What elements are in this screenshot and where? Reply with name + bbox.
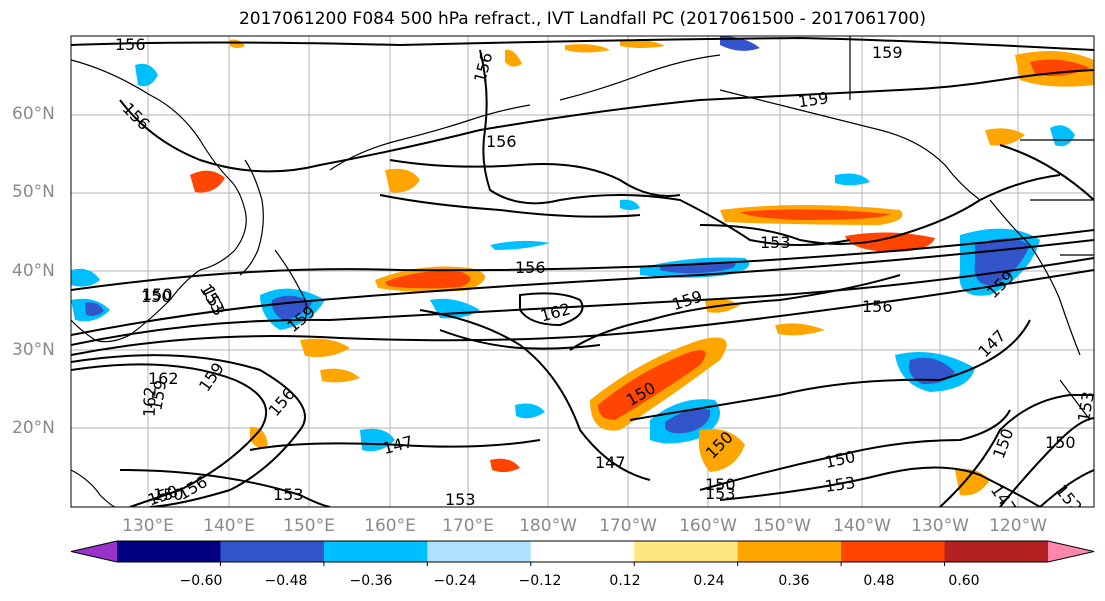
colorbar-swatch: [634, 541, 739, 562]
colorbar-tick-label: −0.60: [179, 573, 223, 589]
contour-label: 150: [989, 426, 1017, 461]
lon-label: 160°E: [364, 516, 416, 536]
contour-label: 152: [1052, 481, 1086, 517]
contour-label: 162: [140, 386, 160, 417]
lat-label: 20°N: [12, 418, 55, 438]
colorbar-tick-label: −0.12: [518, 573, 562, 589]
lon-label: 130°W: [911, 516, 969, 536]
contour-label: 153: [705, 484, 736, 503]
colorbar-tick-label: −0.36: [349, 573, 393, 589]
contour-label: 147: [595, 453, 626, 472]
contour-label: 147: [974, 326, 1009, 361]
colorbar-swatch: [427, 541, 532, 562]
contour-label: 150: [1045, 433, 1076, 452]
lon-label: 160°W: [679, 516, 737, 536]
plot-frame: [70, 35, 1095, 508]
colorbar-extend-high: [1048, 541, 1094, 562]
lat-label: 50°N: [12, 182, 55, 202]
colorbar-tick-label: −0.48: [264, 573, 308, 589]
contour-label: 159: [797, 88, 830, 111]
contour-label: 156: [470, 50, 496, 84]
contour-label: 153: [760, 233, 791, 252]
colorbar-tick-label: 0.60: [948, 573, 980, 589]
lon-label: 170°W: [599, 516, 657, 536]
lon-label: 150°W: [753, 516, 811, 536]
contour-label: 150: [142, 285, 173, 304]
lon-label: 140°E: [203, 516, 255, 536]
contour-label: 156: [862, 297, 893, 316]
colorbar-swatch: [841, 541, 946, 562]
lon-label: 150°E: [283, 516, 335, 536]
contour-label: 156: [515, 258, 546, 277]
colorbar-tick-label: 0.48: [863, 573, 895, 589]
colorbar-swatch: [530, 541, 635, 562]
lat-label: 40°N: [12, 261, 55, 281]
contour-label: 150: [823, 447, 857, 472]
lon-label: 120°W: [989, 516, 1047, 536]
colorbar-swatch: [117, 541, 221, 562]
colorbar-swatch: [323, 541, 428, 562]
contour-label: 153: [824, 473, 857, 496]
lon-label: 170°E: [442, 516, 494, 536]
contour-label: 156: [265, 384, 299, 420]
contour-label: 153: [445, 490, 476, 509]
contour-label: 150: [153, 485, 184, 504]
lat-label: 30°N: [12, 340, 55, 360]
contour-label: 159: [670, 287, 705, 315]
colorbar-tick-label: 0.12: [609, 573, 641, 589]
colorbar-extend-low: [71, 541, 117, 562]
colorbar-swatch: [737, 541, 842, 562]
contour-label: 159: [872, 43, 903, 62]
colorbar-swatch: [220, 541, 325, 562]
anomaly-fills: [71, 36, 1094, 496]
colorbar-tick-label: −0.24: [433, 573, 477, 589]
contour-label: 153: [273, 485, 304, 504]
lon-label: 130°E: [122, 516, 174, 536]
contour-label: 159: [195, 359, 228, 395]
height-contours: [71, 36, 1094, 507]
contour-label: 147: [987, 481, 1020, 517]
graticule: [71, 36, 1094, 507]
lon-label: 140°W: [833, 516, 891, 536]
lat-label: 60°N: [12, 104, 55, 124]
contour-label: 156: [115, 35, 146, 54]
colorbar: [70, 540, 1095, 566]
contour-label: 150: [141, 287, 172, 306]
colorbar-swatch: [944, 541, 1049, 562]
colorbar-tick-label: 0.36: [778, 573, 810, 589]
coastlines: [71, 36, 1094, 507]
colorbar-tick-label: 0.24: [693, 573, 725, 589]
lon-label: 180°W: [519, 516, 577, 536]
contour-label: 150: [705, 475, 736, 494]
map-title: 2017061200 F084 500 hPa refract., IVT La…: [238, 9, 926, 29]
contour-label: 156: [486, 132, 517, 151]
contour-label: 153: [1074, 390, 1098, 423]
colorbar-outline: [70, 540, 1095, 563]
contour-label: 162: [148, 369, 179, 388]
